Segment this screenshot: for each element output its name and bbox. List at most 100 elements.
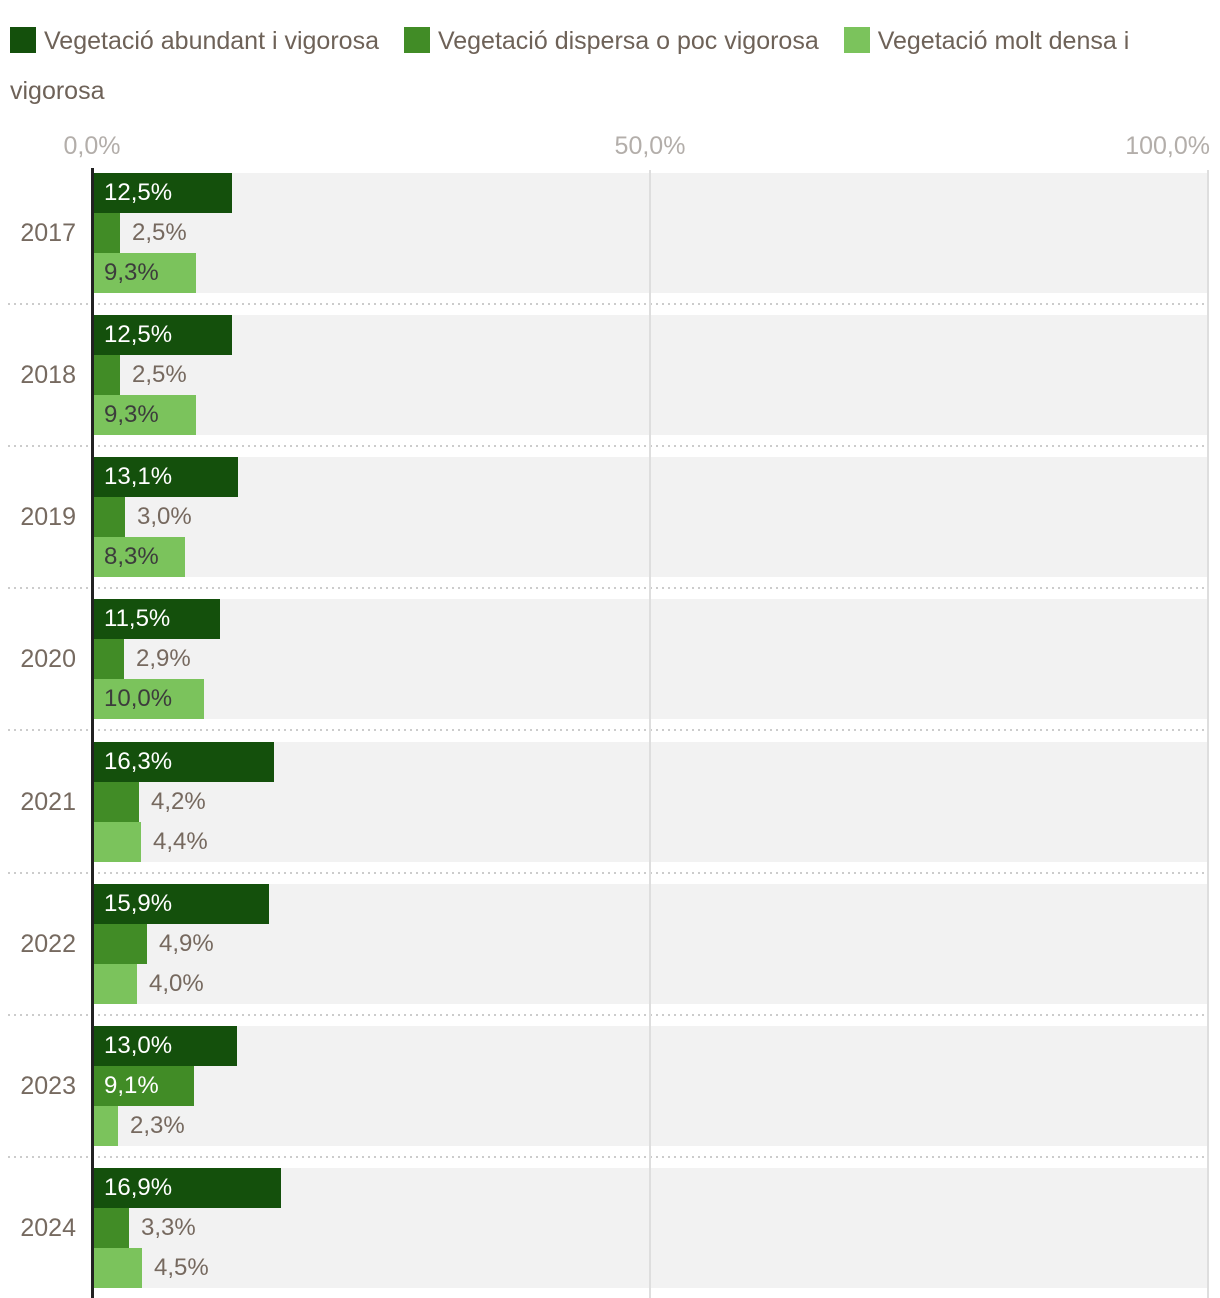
bar-vegetacio-molt-densa[interactable] — [92, 1106, 118, 1146]
legend: Vegetació abundant i vigorosa Vegetació … — [10, 16, 1130, 116]
bar-row: 3,0% — [92, 497, 1208, 537]
bar-vegetacio-molt-densa[interactable] — [92, 679, 204, 719]
bar-row: 4,2% — [92, 782, 1208, 822]
year-label-2019: 2019 — [20, 503, 76, 531]
bar-vegetacio-molt-densa[interactable] — [92, 1248, 142, 1288]
gridline-50pct — [649, 170, 651, 1298]
bar-vegetacio-molt-densa[interactable] — [92, 964, 137, 1004]
bar-vegetacio-molt-densa[interactable] — [92, 537, 185, 577]
bar-row: 4,0% — [92, 964, 1208, 1004]
bar-value-label: 4,5% — [154, 1254, 209, 1281]
legend-item-label: Vegetació abundant i vigorosa — [44, 27, 379, 55]
year-label-2023: 2023 — [20, 1072, 76, 1100]
bar-value-label: 2,5% — [132, 219, 187, 246]
y-axis-line — [91, 168, 94, 1298]
bar-row: 2,9% — [92, 639, 1208, 679]
bar-row: 9,1% — [92, 1066, 1208, 1106]
bar-vegetacio-dispersa[interactable] — [92, 355, 120, 395]
legend-swatch-molt-densa-icon — [843, 27, 870, 53]
bar-vegetacio-molt-densa[interactable] — [92, 253, 196, 293]
bar-value-label: 4,2% — [151, 788, 206, 815]
bar-vegetacio-dispersa[interactable] — [92, 782, 139, 822]
bar-vegetacio-abundant[interactable] — [92, 1026, 237, 1066]
bar-value-label: 15,9% — [104, 890, 173, 917]
bar-vegetacio-dispersa[interactable] — [92, 1208, 129, 1248]
bar-value-label: 12,5% — [104, 179, 173, 206]
gridline-100pct — [1207, 170, 1209, 1298]
bar-value-label: 16,3% — [104, 748, 173, 775]
bar-row: 13,0% — [92, 1026, 1208, 1066]
bar-vegetacio-abundant[interactable] — [92, 457, 238, 497]
bar-row: 9,3% — [92, 253, 1208, 293]
group-separator — [8, 445, 1208, 447]
year-label-2017: 2017 — [20, 219, 76, 247]
bar-row: 3,3% — [92, 1208, 1208, 1248]
bar-value-label: 2,9% — [136, 645, 191, 672]
bar-value-label: 4,4% — [153, 828, 208, 855]
bar-value-label: 4,9% — [159, 930, 214, 957]
bar-value-label: 2,3% — [130, 1112, 185, 1139]
bar-vegetacio-molt-densa[interactable] — [92, 395, 196, 435]
group-separator — [8, 1014, 1208, 1016]
bar-value-label: 4,0% — [149, 970, 204, 997]
bar-row: 12,5% — [92, 315, 1208, 355]
legend-item-dispersa: Vegetació dispersa o poc vigorosa — [403, 27, 819, 55]
bar-value-label: 12,5% — [104, 321, 173, 348]
bar-row: 8,3% — [92, 537, 1208, 577]
bar-value-label: 13,1% — [104, 463, 173, 490]
bar-value-label: 10,0% — [104, 685, 173, 712]
group-separator — [8, 587, 1208, 589]
group-separator — [8, 729, 1208, 731]
bar-row: 11,5% — [92, 599, 1208, 639]
bar-vegetacio-dispersa[interactable] — [92, 213, 120, 253]
bar-row: 4,4% — [92, 822, 1208, 862]
group-separator — [8, 303, 1208, 305]
bar-row: 2,5% — [92, 213, 1208, 253]
bar-value-label: 2,5% — [132, 361, 187, 388]
bar-vegetacio-abundant[interactable] — [92, 742, 274, 782]
legend-swatch-abundant-icon — [10, 27, 36, 53]
bar-vegetacio-abundant[interactable] — [92, 1168, 281, 1208]
bar-vegetacio-dispersa[interactable] — [92, 639, 124, 679]
bar-row: 13,1% — [92, 457, 1208, 497]
bar-value-label: 11,5% — [104, 605, 171, 632]
legend-item-label: Vegetació molt densa i vigorosa — [10, 27, 1130, 105]
year-label-2018: 2018 — [20, 361, 76, 389]
bar-row: 2,3% — [92, 1106, 1208, 1146]
x-axis-tick-100: 100,0% — [1125, 132, 1210, 160]
legend-swatch-dispersa-icon — [403, 27, 430, 53]
bar-row: 15,9% — [92, 884, 1208, 924]
legend-item-label: Vegetació dispersa o poc vigorosa — [437, 27, 819, 55]
bar-value-label: 3,0% — [137, 503, 192, 530]
bar-value-label: 16,9% — [104, 1174, 173, 1201]
bar-value-label: 13,0% — [104, 1032, 173, 1059]
bar-value-label: 9,3% — [104, 401, 159, 428]
group-separator — [8, 872, 1208, 874]
bar-vegetacio-dispersa[interactable] — [92, 924, 147, 964]
bar-vegetacio-dispersa[interactable] — [92, 1066, 194, 1106]
legend-item-molt-densa: Vegetació molt densa i vigorosa — [10, 27, 1129, 105]
legend-item-abundant: Vegetació abundant i vigorosa — [10, 27, 379, 55]
bar-row: 2,5% — [92, 355, 1208, 395]
year-label-2024: 2024 — [20, 1214, 76, 1242]
bar-value-label: 9,1% — [104, 1072, 159, 1099]
bar-row: 4,5% — [92, 1248, 1208, 1288]
bar-row: 12,5% — [92, 173, 1208, 213]
bar-value-label: 3,3% — [141, 1214, 196, 1241]
bar-vegetacio-dispersa[interactable] — [92, 497, 125, 537]
group-separator — [8, 1156, 1208, 1158]
bar-vegetacio-abundant[interactable] — [92, 315, 232, 355]
bar-row: 4,9% — [92, 924, 1208, 964]
bar-row: 10,0% — [92, 679, 1208, 719]
year-label-2020: 2020 — [20, 645, 76, 673]
bar-row: 9,3% — [92, 395, 1208, 435]
bar-vegetacio-abundant[interactable] — [92, 884, 269, 924]
year-label-2022: 2022 — [20, 930, 76, 958]
bar-vegetacio-abundant[interactable] — [92, 173, 232, 213]
bar-row: 16,9% — [92, 1168, 1208, 1208]
bar-row: 16,3% — [92, 742, 1208, 782]
x-axis-tick-50: 50,0% — [614, 132, 686, 160]
bar-vegetacio-molt-densa[interactable] — [92, 822, 141, 862]
bar-vegetacio-abundant[interactable] — [92, 599, 220, 639]
x-axis-tick-0: 0,0% — [63, 132, 121, 160]
